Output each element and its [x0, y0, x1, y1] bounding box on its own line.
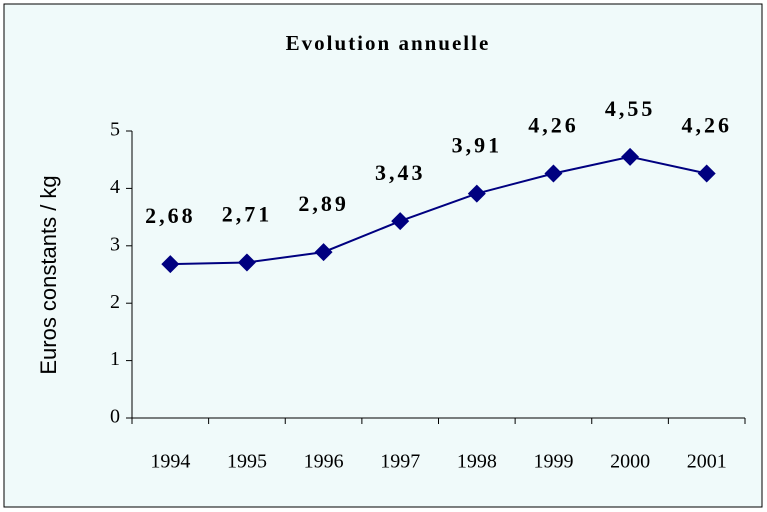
y-tick-label: 3: [110, 233, 120, 255]
x-tick-label: 1997: [380, 451, 420, 473]
chart-frame: [3, 3, 763, 508]
marker: [697, 164, 716, 183]
data-label: 3,43: [375, 160, 426, 185]
marker: [314, 243, 333, 262]
x-tick-label: 1994: [150, 451, 190, 473]
x-tick-label: 2001: [687, 451, 727, 473]
y-tick-label: 4: [110, 176, 120, 198]
x-tick-label: 1998: [457, 451, 497, 473]
marker: [544, 164, 563, 183]
marker: [161, 255, 180, 274]
data-label: 2,68: [145, 203, 196, 228]
marker: [237, 253, 256, 272]
marker: [467, 184, 486, 203]
x-tick-label: 2000: [610, 451, 650, 473]
x-tick-label: 1999: [533, 451, 573, 473]
data-label: 2,71: [222, 201, 273, 226]
data-label: 2,89: [298, 191, 349, 216]
y-axis-label: Euros constants / kg: [36, 175, 61, 374]
y-tick-label: 1: [110, 348, 120, 370]
data-label: 3,91: [452, 133, 503, 158]
x-tick-label: 1996: [304, 451, 344, 473]
y-tick-label: 5: [110, 119, 120, 141]
data-label: 4,26: [528, 113, 579, 138]
data-label: 4,26: [681, 113, 732, 138]
series-line: [170, 155, 707, 266]
y-tick-label: 0: [110, 406, 120, 428]
chart-title: Evolution annuelle: [286, 31, 491, 55]
data-label: 4,55: [605, 96, 656, 121]
x-tick-label: 1995: [227, 451, 267, 473]
marker: [621, 147, 640, 166]
y-tick-label: 2: [110, 291, 120, 313]
marker: [391, 212, 410, 231]
